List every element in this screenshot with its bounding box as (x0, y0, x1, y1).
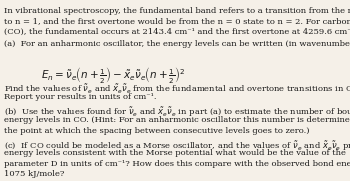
Text: energy levels in CO. (Hint: For an anharmonic oscillator this number is determin: energy levels in CO. (Hint: For an anhar… (4, 116, 350, 124)
Text: $E_n = \tilde{\nu}_e\left(n + \frac{1}{2}\right) - \tilde{x}_e\tilde{\nu}_e\left: $E_n = \tilde{\nu}_e\left(n + \frac{1}{2… (41, 65, 186, 85)
Text: Find the values of $\tilde{\nu}_e$ and $\tilde{x}_e\tilde{\nu}_e$ from the funda: Find the values of $\tilde{\nu}_e$ and $… (4, 83, 350, 96)
Text: energy levels consistent with the Morse potential what would be the value of the: energy levels consistent with the Morse … (4, 149, 345, 157)
Text: (a)  For an anharmonic oscillator, the energy levels can be written (in wavenumb: (a) For an anharmonic oscillator, the en… (4, 40, 350, 48)
Text: (CO), the fundamental occurs at 2143.4 cm⁻¹ and the first overtone at 4259.6 cm⁻: (CO), the fundamental occurs at 2143.4 c… (4, 28, 350, 36)
Text: (c)  If CO could be modeled as a Morse oscillator, and the values of $\tilde{\nu: (c) If CO could be modeled as a Morse os… (4, 139, 350, 153)
Text: Report your results in units of cm⁻¹.: Report your results in units of cm⁻¹. (4, 93, 156, 101)
Text: (b)  Use the values found for $\tilde{\nu}_e$ and $\tilde{x}_e\tilde{\nu}_e$ in : (b) Use the values found for $\tilde{\nu… (4, 106, 350, 119)
Text: In vibrational spectroscopy, the fundamental band refers to a transition from th: In vibrational spectroscopy, the fundame… (4, 7, 350, 15)
Text: 1075 kJ/mole?: 1075 kJ/mole? (4, 170, 64, 178)
Text: to n = 1, and the first overtone would be from the n = 0 state to n = 2. For car: to n = 1, and the first overtone would b… (4, 17, 350, 25)
Text: the point at which the spacing between consecutive levels goes to zero.): the point at which the spacing between c… (4, 127, 309, 135)
Text: parameter D in units of cm⁻¹? How does this compare with the observed bond energ: parameter D in units of cm⁻¹? How does t… (4, 160, 350, 168)
